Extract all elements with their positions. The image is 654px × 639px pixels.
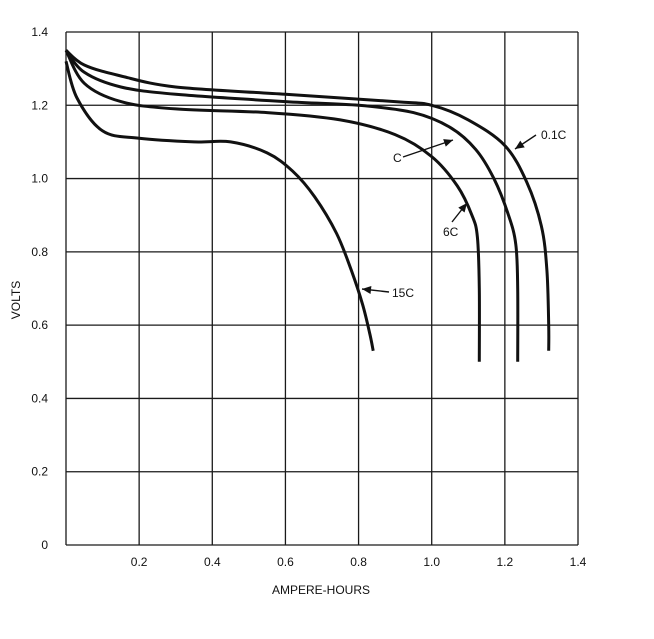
curve-label-15c: 15C — [392, 286, 414, 300]
x-tick-label: 0.2 — [131, 555, 148, 569]
y-axis-title: VOLTS — [9, 281, 23, 319]
y-tick-label: 0.8 — [31, 245, 48, 259]
curve-label-6c: 6C — [443, 225, 459, 239]
series-line-6c — [64, 49, 481, 362]
grid — [65, 31, 579, 546]
y-tick-label: 1.0 — [31, 172, 48, 186]
x-tick-label: 0.6 — [277, 555, 294, 569]
annotation-arrowhead — [362, 286, 372, 294]
x-tick-label: 0.8 — [350, 555, 367, 569]
annotation-layer: 0.1C C 6C 15C — [361, 128, 567, 300]
series-line-15c — [64, 60, 375, 352]
y-tick-label: 0 — [41, 538, 48, 552]
y-tick-label: 0.4 — [31, 391, 48, 405]
curve-label-c: C — [393, 151, 402, 165]
x-tick-label: 0.4 — [204, 555, 221, 569]
y-tick-label: 1.2 — [31, 98, 48, 112]
series-line-c — [64, 49, 520, 362]
annotation-arrowhead — [443, 139, 453, 147]
y-tick-label: 0.2 — [31, 465, 48, 479]
series-layer — [64, 49, 551, 362]
x-tick-label: 1.2 — [497, 555, 514, 569]
series-line-01c — [64, 49, 551, 351]
x-axis-title: AMPERE-HOURS — [272, 583, 370, 597]
y-tick-label: 0.6 — [31, 318, 48, 332]
annotation-arrowhead — [458, 203, 467, 213]
annotation-arrowhead — [515, 140, 525, 149]
curve-label-01c: 0.1C — [541, 128, 567, 142]
x-tick-label: 1.0 — [423, 555, 440, 569]
y-tick-label: 1.4 — [31, 25, 48, 39]
x-tick-label: 1.4 — [570, 555, 587, 569]
tick-layer: 0 0.2 0.4 0.6 0.8 1.0 1.2 1.4 0.2 0.4 0.6 0.8 1.0 1.2… — [31, 25, 586, 569]
